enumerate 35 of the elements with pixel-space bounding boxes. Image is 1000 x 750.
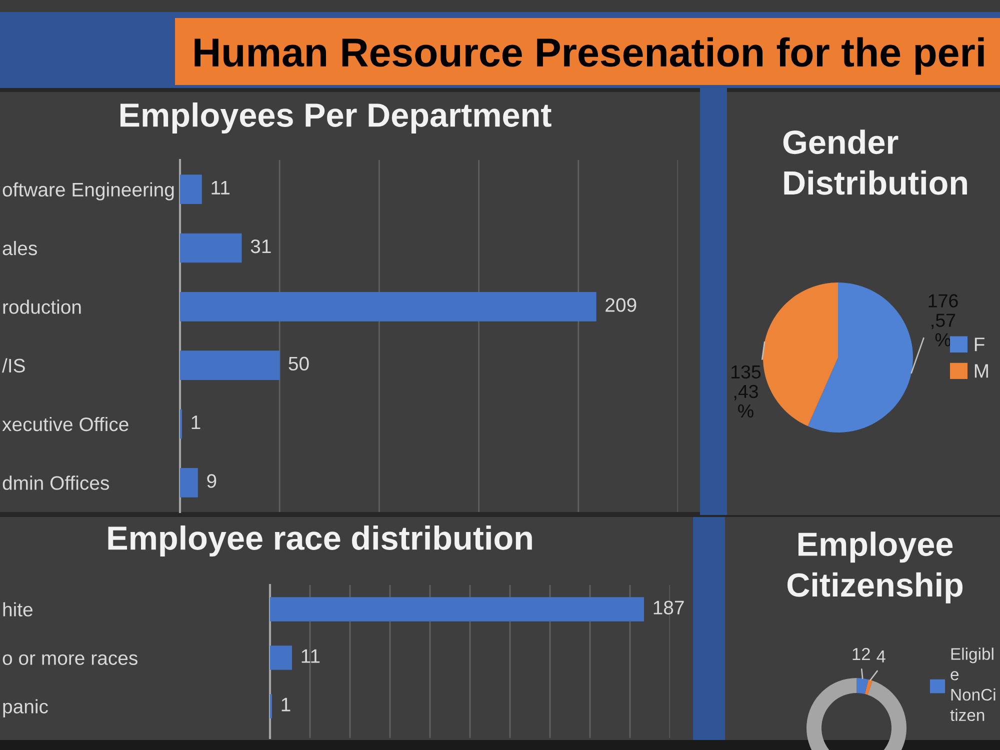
legend-label: Eligibl e NonCi tizen	[950, 648, 996, 722]
y-tick-label: xecutive Office	[2, 416, 128, 432]
bar	[180, 468, 198, 498]
data-label: 209	[606, 298, 636, 312]
bar	[180, 292, 596, 322]
text: Human Resource Presenation for the peri	[194, 37, 984, 75]
pie-slice	[808, 282, 913, 432]
chart-title: Employee Citizenship	[787, 532, 963, 604]
y-tick-label: ales	[2, 240, 37, 256]
y-tick-label: roduction	[3, 300, 81, 314]
data-label: 50	[288, 356, 309, 371]
data-label: 4	[876, 650, 886, 662]
chart-title: Gender Distribution	[783, 130, 967, 195]
data-label: 187	[654, 600, 684, 614]
y-tick-label: hite	[3, 602, 32, 616]
data-label: 9	[207, 474, 216, 488]
chart-title: Employee race distribution	[108, 525, 532, 557]
data-label: 11	[302, 649, 320, 663]
legend-label: F	[974, 338, 984, 352]
legend-label: M	[974, 364, 988, 378]
y-tick-label: oftware Engineering	[2, 182, 174, 200]
data-label: 1	[282, 698, 290, 712]
data-label: 11	[212, 180, 230, 194]
y-tick-label: panic	[3, 699, 48, 718]
bar	[180, 174, 202, 204]
y-tick-label: o or more races	[2, 654, 138, 665]
y-tick-label: dmin Offices	[2, 476, 110, 490]
data-label: 31	[250, 239, 271, 254]
data-label: 1	[192, 416, 200, 430]
data-label: 12	[852, 648, 870, 660]
chart-title: Employees Per Department	[120, 102, 552, 134]
pie-slice	[763, 282, 838, 426]
y-tick-label: /IS	[2, 358, 25, 373]
bar	[180, 350, 280, 380]
bar	[180, 233, 242, 263]
